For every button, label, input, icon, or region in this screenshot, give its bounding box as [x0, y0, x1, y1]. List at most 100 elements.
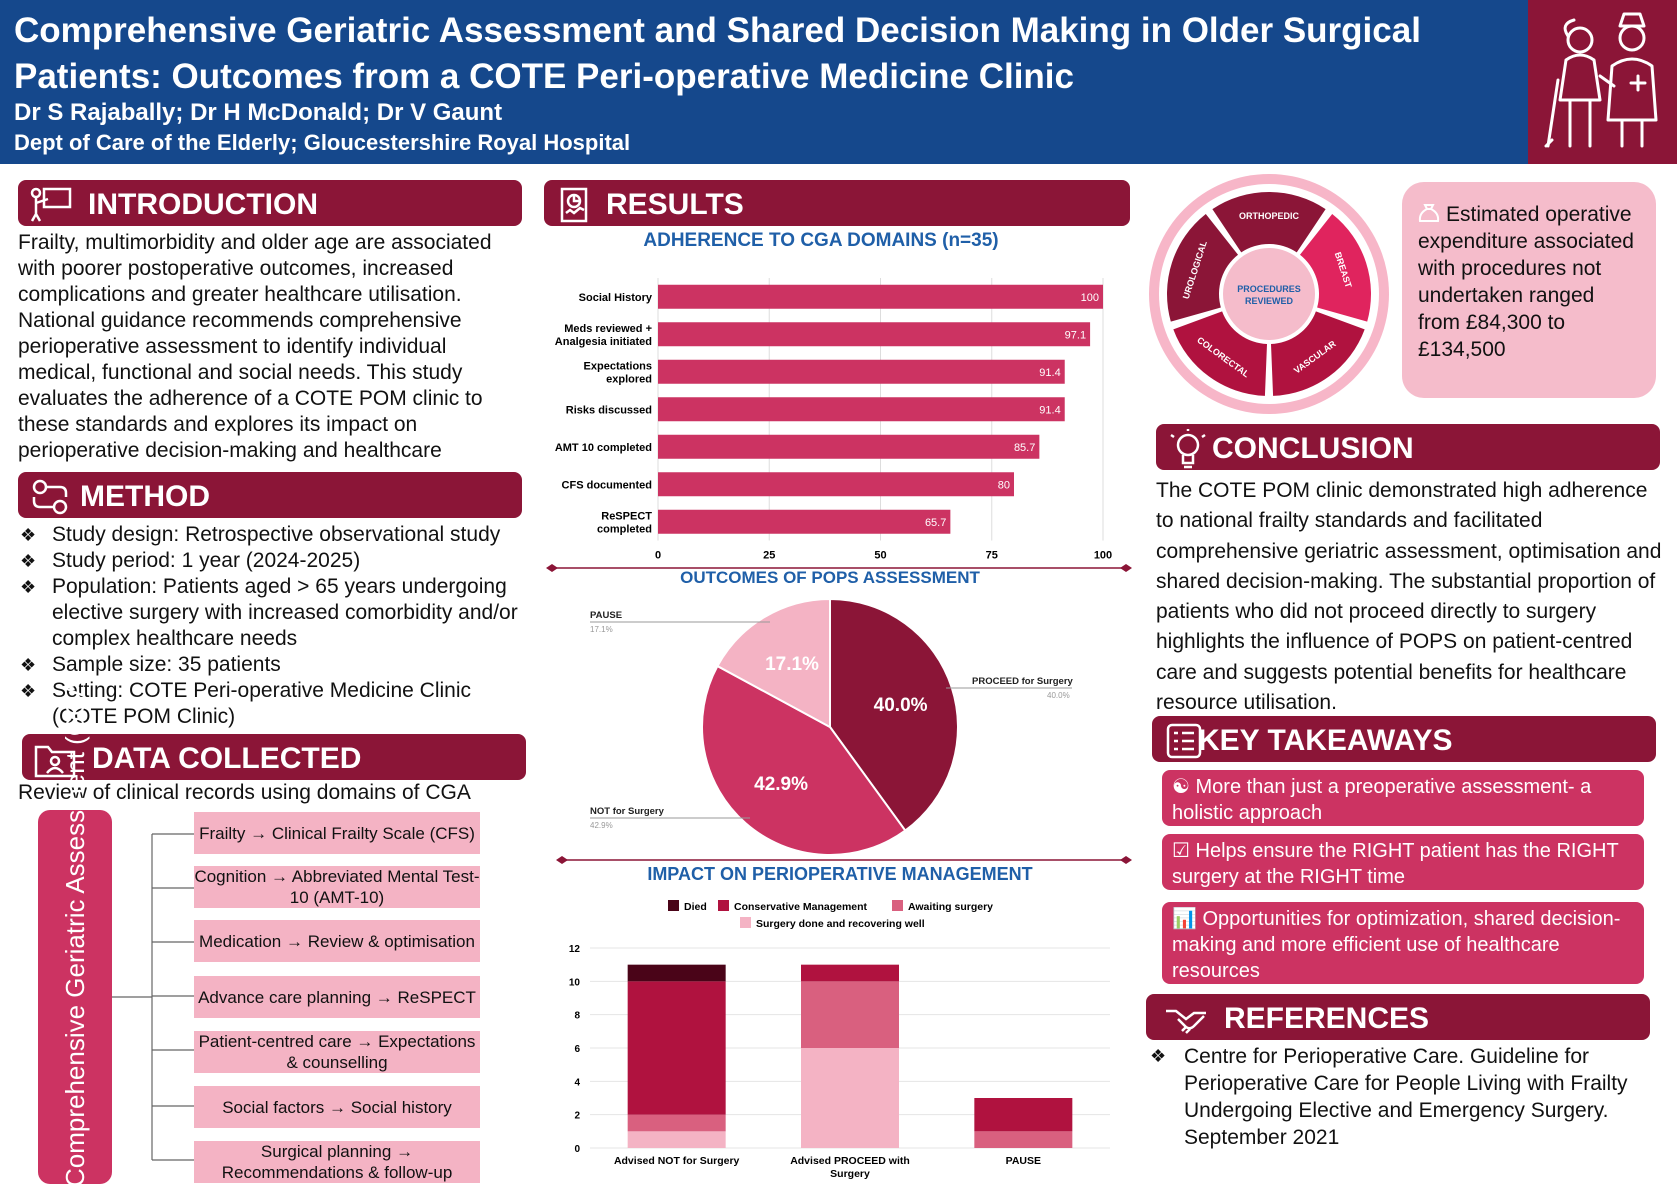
category-label: AMT 10 completed	[555, 442, 652, 454]
bar	[658, 509, 951, 534]
category-label: Risks discussed	[566, 404, 652, 416]
stacked-bar-segment	[974, 1131, 1073, 1148]
y-tick-label: 6	[574, 1044, 580, 1055]
legend-label: Surgery done and recovering well	[756, 918, 925, 930]
gca-item-medication: Medication → Review & optimisation	[194, 920, 480, 962]
bar-value-label: 65.7	[925, 517, 946, 529]
legend-swatch	[740, 917, 751, 928]
wheel-segment	[1212, 191, 1326, 253]
cost-callout: Estimated operative expenditure associat…	[1402, 182, 1656, 398]
method-item-text: Sample size: 35 patients	[52, 653, 281, 676]
category-label: Advised NOT for Surgery	[614, 1155, 740, 1167]
bar	[658, 397, 1065, 422]
category-label: Expectations	[584, 360, 652, 372]
data-collected-heading: DATA COLLECTED	[92, 742, 362, 775]
section-divider	[546, 564, 1132, 572]
introduction-heading: INTRODUCTION	[88, 188, 318, 221]
adherence-bar-chart: 0 25 50 75 100 100 Social History 97.1 Meds revi…	[555, 278, 1112, 562]
pie-slice	[701, 664, 907, 856]
wheel-segment	[1299, 213, 1371, 322]
legend-label: Conservative Management	[734, 901, 868, 913]
wheel-segment	[1167, 213, 1239, 322]
x-tick-label: 75	[986, 550, 998, 562]
wheel-center-label: REVIEWED	[1245, 296, 1294, 306]
results-heading-bar: RESULTS	[544, 180, 1130, 226]
elderly-care-logo-icon	[1528, 0, 1677, 164]
x-tick-label: 100	[1094, 550, 1112, 562]
pops-outcomes-chart-title: OUTCOMES OF POPS ASSESSMENT	[680, 568, 980, 587]
wheel-center-label: PROCEDURES	[1237, 284, 1301, 294]
gca-label: Comprehensive Geriatric Assessment (GCA)	[60, 671, 90, 1186]
category-label: Meds reviewed +	[564, 323, 652, 335]
category-label: Analgesia initiated	[555, 336, 652, 348]
gca-connector-lines	[112, 833, 194, 1161]
y-tick-label: 10	[569, 977, 581, 988]
category-label: completed	[597, 523, 652, 535]
takeaway-text: Opportunities for optimization, shared d…	[1172, 908, 1621, 982]
introduction-heading-bar: INTRODUCTION	[18, 180, 522, 226]
x-tick-label: 50	[874, 550, 886, 562]
references-heading-bar: REFERENCES	[1146, 994, 1650, 1040]
presentation-icon	[30, 187, 72, 222]
reference-item: ❖ Centre for Perioperative Care. Guideli…	[1150, 1045, 1628, 1149]
x-tick-label: 25	[763, 550, 775, 562]
wheel-segment-label: ORTHOPEDIC	[1239, 211, 1300, 221]
people-icon: ☯	[1172, 776, 1190, 798]
pops-outcomes-pie-chart: 40.0% 42.9% 17.1% PROCEED for Surgery 40.0% N…	[590, 597, 1074, 856]
callout-label: PAUSE	[590, 610, 622, 621]
category-label: CFS documented	[562, 479, 652, 491]
list-item: ❖ Setting: COTE Peri-operative Medicine C…	[20, 679, 471, 728]
key-takeaways-heading-bar: KEY TAKEAWAYS	[1152, 716, 1656, 762]
list-item: ❖ Study design: Retrospective observation…	[20, 523, 501, 546]
adherence-chart-title: ADHERENCE TO CGA DOMAINS (n=35)	[643, 230, 999, 251]
pie-pct-label: 40.0%	[874, 695, 928, 716]
conclusion-heading-bar: CONCLUSION	[1156, 424, 1660, 470]
bar-value-label: 91.4	[1039, 367, 1060, 379]
y-tick-label: 4	[574, 1077, 580, 1088]
category-label: Surgery	[830, 1168, 870, 1180]
impact-chart-title: IMPACT ON PERIOPERATIVE MANAGEMENT	[647, 864, 1033, 884]
category-label: PAUSE	[1006, 1155, 1041, 1167]
key-takeaways-heading: KEY TAKEAWAYS	[1198, 724, 1453, 757]
pie-pct-label: 17.1%	[765, 654, 819, 675]
takeaway-item: ☑ Helps ensure the RIGHT patient has the…	[1162, 834, 1644, 890]
references-heading: REFERENCES	[1224, 1002, 1430, 1035]
gca-item-patient-centred: Patient-centred care → Expectations & co…	[194, 1031, 480, 1073]
stacked-bar-segment	[974, 1098, 1073, 1132]
poster-department: Dept of Care of the Elderly; Gloucesters…	[14, 130, 631, 155]
bar-value-label: 97.1	[1065, 329, 1086, 341]
y-tick-label: 12	[569, 944, 581, 955]
procedures-wheel: ORTHOPEDIC BREAST VASCULAR COLORECTAL UROLOG…	[1148, 173, 1390, 415]
bar	[658, 434, 1040, 459]
bar-value-label: 100	[1081, 292, 1099, 304]
callout-value: 42.9%	[590, 821, 613, 830]
stacked-bar-segment	[627, 981, 726, 1115]
stacked-bar-segment	[801, 981, 899, 1048]
legend-swatch	[892, 900, 903, 911]
category-label: Social History	[579, 292, 653, 304]
impact-stacked-bar-chart: 0 2 4 6 8 10 12 Advised NOT for Surgery Advised …	[569, 900, 1110, 1180]
legend-swatch	[718, 900, 729, 911]
lightbulb-icon	[1170, 429, 1206, 469]
pie-pct-label: 42.9%	[754, 774, 808, 795]
workflow-icon	[32, 479, 68, 515]
conclusion-heading: CONCLUSION	[1212, 432, 1414, 465]
bar	[658, 284, 1103, 309]
stacked-bar-segment	[627, 964, 726, 982]
list-item: ❖ Population: Patients aged > 65 years un…	[20, 575, 518, 650]
pie-slice	[829, 597, 959, 832]
category-label: ReSPECT	[601, 510, 652, 522]
checkbox-icon: ☑	[1172, 840, 1190, 862]
bar	[658, 472, 1014, 497]
gca-item-social: Social factors → Social history	[194, 1086, 480, 1128]
report-icon	[560, 187, 588, 223]
growth-chart-icon: 📊	[1172, 908, 1197, 930]
bar-value-label: 80	[998, 479, 1010, 491]
stacked-bar-segment	[627, 1114, 726, 1132]
pie-slice	[716, 597, 831, 729]
y-tick-label: 0	[574, 1144, 580, 1155]
bar	[658, 359, 1065, 384]
bar-value-label: 91.4	[1039, 404, 1060, 416]
method-heading-bar: METHOD	[18, 472, 522, 518]
takeaway-text: Helps ensure the RIGHT patient has the R…	[1172, 840, 1619, 888]
